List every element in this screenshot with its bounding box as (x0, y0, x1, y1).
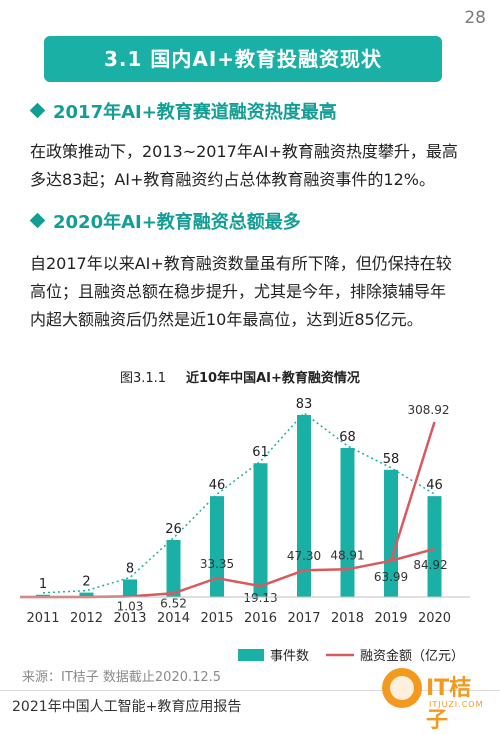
section1-paragraph: 在政策推动下，2013~2017年AI+教育融资热度攀升，最高 多达83起；AI… (30, 138, 478, 194)
x-tick-label: 2017 (287, 611, 320, 626)
amount-value-label: 308.92 (408, 403, 450, 417)
legend-swatch-bars (238, 649, 264, 661)
bar-2016 (253, 463, 268, 597)
page-number: 28 (464, 8, 486, 28)
amount-value-label: 1.03 (117, 599, 144, 613)
section1-line: 在政策推动下，2013~2017年AI+教育融资热度攀升，最高 (30, 142, 458, 161)
diamond-bullet-icon (29, 102, 46, 119)
footer-report-title: 2021年中国人工智能+教育应用报告 (12, 699, 242, 715)
x-tick-label: 2013 (113, 611, 146, 626)
x-tick-label: 2012 (70, 611, 103, 626)
section2-line: 高位；且融资总额在稳步提升，尤其是今年，排除猿辅导年 (30, 282, 447, 301)
bar-2020 (427, 496, 442, 597)
page-title: 3.1 国内AI+教育投融资现状 (44, 36, 442, 82)
amount-value-label: 47.30 (287, 549, 321, 563)
bar-2017 (297, 415, 311, 597)
amount-value-label: 19.13 (243, 591, 277, 605)
logo-subtext: ITJUZI.COM (429, 700, 484, 709)
x-tick-label: 2014 (157, 611, 190, 626)
legend-label-line: 融资金额（亿元） (360, 648, 464, 664)
x-tick-label: 2011 (26, 611, 59, 626)
amount-value-label: 48.91 (330, 548, 364, 562)
section2-paragraph: 自2017年以来AI+教育融资数量虽有所下降，但仍保持在较 高位；且融资总额在稳… (30, 250, 478, 334)
chart-title-prefix: 图3.1.1 (120, 371, 166, 386)
bar-value-label: 46 (209, 478, 226, 493)
source-note: 来源：IT桔子 数据截止2020.12.5 (22, 670, 222, 685)
legend-label-bars: 事件数 (270, 649, 309, 664)
x-tick-label: 2020 (418, 611, 451, 626)
bar-2019 (384, 469, 398, 597)
bar-2014 (166, 539, 181, 597)
bar-2013 (123, 579, 137, 597)
footer-divider (0, 690, 500, 691)
section1-heading-text: 2017年AI+教育赛道融资热度最高 (53, 102, 337, 123)
bar-2018 (340, 447, 355, 597)
section2-heading-text: 2020年AI+教育融资总额最多 (53, 212, 301, 233)
bar-value-label: 1 (39, 577, 47, 592)
logo: IT桔子 ITJUZI.COM (382, 664, 492, 733)
bar-value-label: 8 (126, 561, 134, 576)
logo-text: IT桔子 (426, 676, 472, 733)
bar-value-label: 61 (252, 445, 269, 460)
diamond-bullet-icon (29, 212, 46, 229)
financing-chart: 图3.1.1 近10年中国AI+教育融资情况 1 2 8 26 46 61 83 68 58 46… (20, 370, 470, 664)
amount-value-label: 63.99 (374, 570, 408, 584)
section2-line: 内超大额融资后仍然是近10年最高位，达到近85亿元。 (30, 310, 423, 329)
x-tick-label: 2019 (374, 611, 407, 626)
bar-2015 (210, 496, 224, 597)
section2-heading: 2020年AI+教育融资总额最多 (29, 208, 301, 234)
x-tick-label: 2015 (200, 611, 233, 626)
section2-line: 自2017年以来AI+教育融资数量虽有所下降，但仍保持在较 (30, 254, 452, 273)
financing-amount-line-excl (390, 547, 435, 562)
chart-title: 近10年中国AI+教育融资情况 (186, 370, 360, 386)
x-tick-label: 2018 (331, 611, 364, 626)
bar-value-label: 46 (426, 478, 443, 493)
bar-value-label: 58 (383, 452, 400, 467)
amount-value-label: 84.92 (413, 558, 447, 572)
section1-heading: 2017年AI+教育赛道融资热度最高 (29, 98, 337, 124)
section1-line: 多达83起；AI+教育融资约占总体教育融资事件的12%。 (30, 170, 435, 189)
bar-value-label: 83 (296, 397, 313, 412)
bar-trend-dotted-line (42, 411, 435, 594)
bar-value-label: 26 (165, 522, 182, 537)
amount-value-label: 6.52 (160, 596, 187, 610)
orange-logo-icon (382, 668, 422, 708)
bar-value-label: 68 (339, 430, 356, 445)
bar-value-label: 2 (82, 575, 90, 590)
x-tick-label: 2016 (244, 611, 277, 626)
amount-value-label: 33.35 (200, 557, 234, 571)
bar-2012 (79, 592, 94, 597)
